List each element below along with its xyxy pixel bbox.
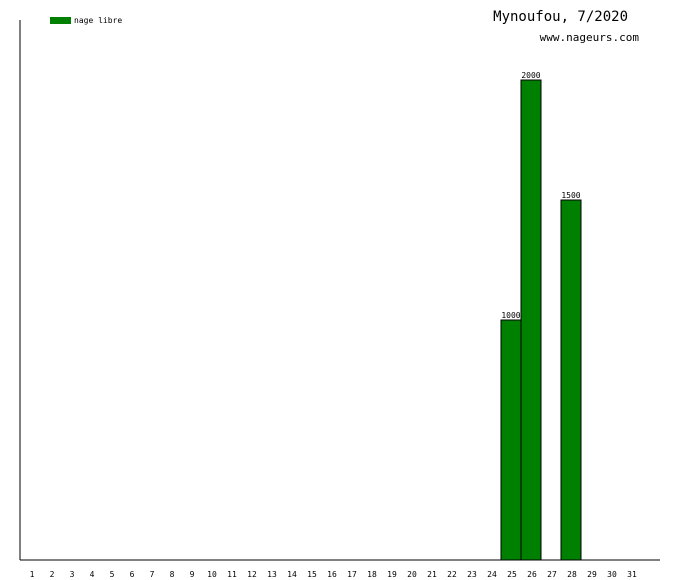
x-tick-label: 14 bbox=[287, 570, 297, 579]
x-tick-label: 9 bbox=[190, 570, 195, 579]
x-tick-label: 7 bbox=[150, 570, 155, 579]
x-tick-label: 3 bbox=[70, 570, 75, 579]
x-tick-label: 25 bbox=[507, 570, 517, 579]
x-tick-label: 13 bbox=[267, 570, 277, 579]
data-label: 1000 bbox=[501, 311, 520, 320]
legend-label: nage libre bbox=[74, 16, 123, 25]
x-tick-label: 12 bbox=[247, 570, 257, 579]
data-label: 1500 bbox=[561, 191, 580, 200]
x-tick-label: 19 bbox=[387, 570, 397, 579]
x-tick-label: 8 bbox=[170, 570, 175, 579]
x-tick-label: 27 bbox=[547, 570, 557, 579]
x-tick-label: 26 bbox=[527, 570, 537, 579]
x-tick-label: 20 bbox=[407, 570, 417, 579]
x-tick-label: 11 bbox=[227, 570, 237, 579]
x-tick-label: 10 bbox=[207, 570, 217, 579]
legend: nage libre bbox=[50, 16, 122, 25]
x-tick-label: 18 bbox=[367, 570, 377, 579]
x-tick-label: 28 bbox=[567, 570, 577, 579]
legend-swatch bbox=[50, 17, 71, 24]
x-tick-label: 2 bbox=[50, 570, 55, 579]
x-tick-label: 29 bbox=[587, 570, 597, 579]
x-tick-label: 5 bbox=[110, 570, 115, 579]
bar bbox=[520, 79, 542, 561]
x-tick-label: 24 bbox=[487, 570, 497, 579]
bar bbox=[500, 319, 522, 561]
x-tick-label: 23 bbox=[467, 570, 477, 579]
x-tick-label: 15 bbox=[307, 570, 317, 579]
data-label: 2000 bbox=[521, 71, 540, 80]
x-tick-label: 17 bbox=[347, 570, 357, 579]
x-tick-label: 1 bbox=[30, 570, 35, 579]
bar bbox=[560, 199, 582, 561]
x-tick-label: 22 bbox=[447, 570, 457, 579]
x-tick-label: 6 bbox=[130, 570, 135, 579]
x-tick-label: 30 bbox=[607, 570, 617, 579]
x-tick-label: 31 bbox=[627, 570, 637, 579]
x-tick-label: 21 bbox=[427, 570, 437, 579]
chart-title: Mynoufou, 7/2020 bbox=[493, 9, 628, 25]
chart-subtitle: www.nageurs.com bbox=[539, 31, 639, 44]
x-tick-label: 4 bbox=[90, 570, 95, 579]
x-tick-label: 16 bbox=[327, 570, 337, 579]
